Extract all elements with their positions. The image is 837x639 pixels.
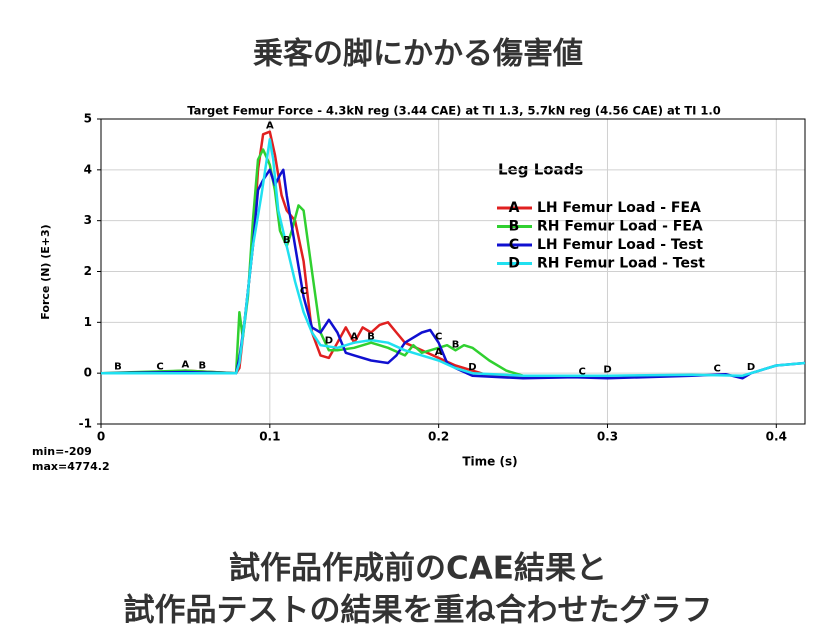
curve-marker: A xyxy=(266,121,274,132)
series-line xyxy=(100,148,524,377)
y-axis-label: Force (N) (E+3) xyxy=(39,224,52,319)
curve-marker: A xyxy=(350,332,358,343)
y-tick-label: 2 xyxy=(84,264,92,278)
curve-marker: D xyxy=(325,335,333,346)
series-line xyxy=(101,130,524,377)
curve-marker: C xyxy=(300,286,307,297)
curve-marker: A xyxy=(435,347,443,358)
legend-marker: B xyxy=(509,219,520,235)
series-line xyxy=(100,168,806,380)
curve-marker: B xyxy=(283,235,291,246)
legend-marker: A xyxy=(509,200,520,216)
plot-frame xyxy=(100,118,806,425)
x-tick-label: 0.3 xyxy=(597,430,618,444)
legend-marker: D xyxy=(508,256,520,272)
caption: 試作品作成前のCAE結果と xyxy=(229,551,607,587)
y-tick-label: 3 xyxy=(84,213,92,227)
y-tick-label: -1 xyxy=(79,417,92,431)
page-title: 乗客の脚にかかる傷害値 xyxy=(253,37,583,72)
curve-marker: D xyxy=(603,365,611,376)
x-tick-label: 0.2 xyxy=(428,430,449,444)
series-line xyxy=(101,138,806,377)
curve-marker: C xyxy=(435,332,442,343)
legend-label: LH Femur Load - FEA xyxy=(537,200,701,216)
x-tick-label: 0.4 xyxy=(766,430,787,444)
stat: min=-209 xyxy=(32,445,92,458)
curve-marker: A xyxy=(182,360,190,371)
chart-title: Target Femur Force - 4.3kN reg (3.44 CAE… xyxy=(187,104,721,118)
curve-marker: D xyxy=(468,362,476,373)
curve-marker: B xyxy=(452,339,460,350)
legend-label: RH Femur Load - Test xyxy=(537,256,705,272)
legend-label: LH Femur Load - Test xyxy=(537,237,703,253)
x-tick-label: 0.1 xyxy=(259,430,280,444)
curve-marker: B xyxy=(367,332,375,343)
y-tick-label: 5 xyxy=(84,112,92,126)
curve-marker: C xyxy=(578,366,585,377)
y-tick-label: 1 xyxy=(84,315,92,329)
curve-marker: D xyxy=(747,362,755,373)
x-axis-label: Time (s) xyxy=(462,455,517,469)
caption: 試作品テストの結果を重ね合わせたグラフ xyxy=(124,593,713,629)
y-tick-label: 0 xyxy=(84,366,92,380)
curve-marker: B xyxy=(114,362,122,373)
legend-marker: C xyxy=(509,237,519,253)
stat: max=4774.2 xyxy=(32,460,110,473)
curve-marker: B xyxy=(198,360,206,371)
curve-marker: C xyxy=(156,361,163,372)
x-tick-label: 0 xyxy=(97,430,105,444)
y-tick-label: 4 xyxy=(84,162,92,176)
legend-label: RH Femur Load - FEA xyxy=(537,219,703,235)
curve-marker: C xyxy=(714,364,721,375)
